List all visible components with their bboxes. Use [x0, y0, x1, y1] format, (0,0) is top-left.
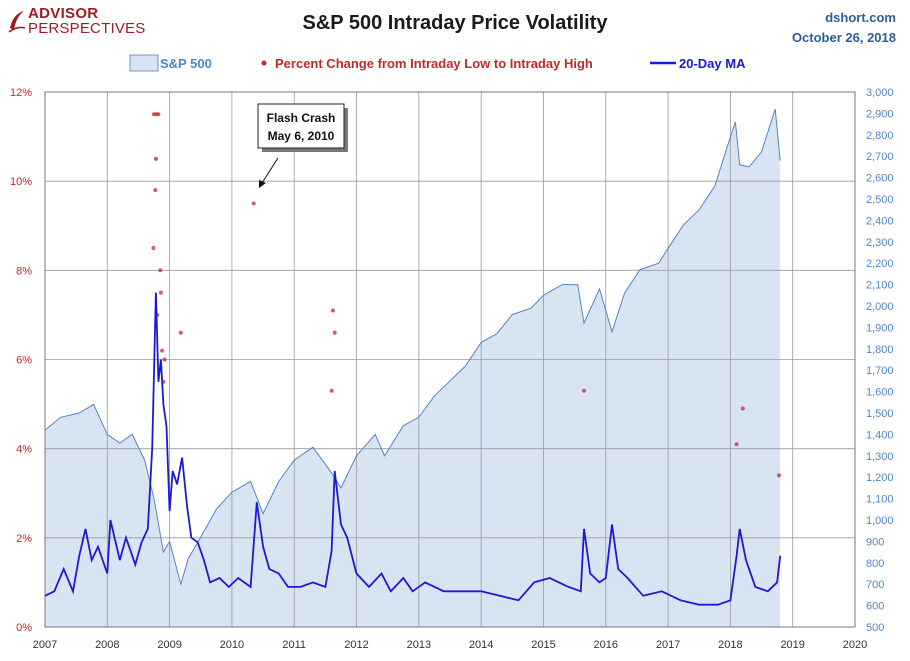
data-point: [330, 308, 335, 313]
y-left-tick-label: 4%: [16, 444, 32, 456]
y-right-tick-label: 2,600: [866, 173, 894, 185]
data-point: [151, 246, 156, 250]
y-right-tick-label: 2,800: [866, 130, 894, 142]
x-tick-label: 2009: [157, 639, 181, 651]
legend-swatch-area: [129, 54, 159, 72]
x-tick-label: 2013: [407, 639, 431, 651]
y-right-tick-label: 700: [866, 579, 884, 591]
x-tick-label: 2007: [33, 639, 57, 651]
data-point: [777, 473, 781, 478]
y-left-tick-label: 0%: [16, 622, 32, 634]
callout-text-line: Flash Crash: [267, 111, 336, 125]
data-point: [582, 388, 586, 393]
x-tick-label: 2015: [531, 639, 555, 651]
data-point: [160, 348, 165, 353]
data-point: [740, 406, 745, 411]
x-tick-label: 2008: [95, 639, 119, 651]
y-right-tick-label: 2,300: [866, 237, 894, 249]
legend-label-ma: 20-Day MA: [679, 56, 746, 71]
data-point: [332, 330, 337, 335]
chart-title: S&P 500 Intraday Price Volatility: [302, 12, 608, 34]
y-left-tick-label: 10%: [10, 176, 32, 188]
y-right-tick-label: 1,600: [866, 387, 894, 399]
y-left-tick-label: 6%: [16, 355, 32, 367]
logo-line1: ADVISOR: [28, 5, 99, 22]
data-point: [251, 201, 256, 206]
data-point: [153, 156, 158, 161]
y-right-tick-label: 1,700: [866, 365, 894, 377]
y-right-tick-label: 2,400: [866, 215, 894, 227]
legend: S&P 500 Percent Change from Intraday Low …: [129, 54, 746, 72]
y-right-tick-label: 3,000: [866, 87, 894, 99]
data-point: [153, 188, 158, 193]
data-point: [158, 268, 163, 273]
y-right-tick-label: 2,900: [866, 108, 894, 120]
y-right-tick-label: 1,900: [866, 322, 894, 334]
y-right-tick-label: 800: [866, 558, 884, 570]
x-tick-label: 2020: [843, 639, 867, 651]
y-right-tick-label: 2,700: [866, 151, 894, 163]
y-right-tick-label: 1,500: [866, 408, 894, 420]
x-tick-label: 2016: [594, 639, 618, 651]
y-right-tick-label: 1,100: [866, 494, 894, 506]
y-right-tick-label: 1,200: [866, 472, 894, 484]
data-point: [156, 112, 161, 117]
source-site: dshort.com: [825, 10, 896, 25]
y-right-tick-label: 2,000: [866, 301, 894, 313]
dots-series: [151, 112, 781, 478]
data-point: [329, 388, 334, 393]
x-tick-label: 2010: [220, 639, 244, 651]
y-right-tick-label: 1,300: [866, 451, 894, 463]
y-left-tick-label: 12%: [10, 87, 32, 99]
x-tick-label: 2019: [780, 639, 804, 651]
callout-box: [257, 103, 345, 149]
y-left-tick-label: 2%: [16, 533, 32, 545]
x-tick-label: 2017: [656, 639, 680, 651]
source-date: October 26, 2018: [791, 30, 896, 45]
legend-swatch-dot: [261, 60, 267, 66]
ma-line: [44, 292, 782, 606]
y-left-tick-label: 8%: [16, 265, 32, 277]
y-right-tick-label: 900: [866, 536, 884, 548]
y-right-tick-label: 500: [866, 622, 884, 634]
callout-text-line: May 6, 2010: [268, 129, 335, 143]
y-right-tick-label: 1,000: [866, 515, 894, 527]
y-right-tick-label: 600: [866, 601, 884, 613]
data-point: [162, 357, 167, 362]
source-block: dshort.com October 26, 2018: [792, 8, 896, 48]
data-point: [734, 442, 739, 447]
y-right-tick-label: 2,100: [866, 280, 894, 292]
logo-line2: PERSPECTIVES: [28, 20, 146, 37]
x-tick-label: 2011: [282, 639, 306, 651]
x-tick-label: 2018: [718, 639, 742, 651]
plot-border: [44, 91, 856, 628]
data-point: [178, 330, 183, 335]
advisor-perspectives-logo: ADVISOR PERSPECTIVES: [8, 6, 145, 37]
sp500-area: [45, 109, 781, 628]
y-right-tick-label: 2,500: [866, 194, 894, 206]
flash-crash-callout: Flash Crash May 6, 2010: [257, 103, 348, 188]
y-right-tick-label: 1,800: [866, 344, 894, 356]
callout-arrow-head: [259, 180, 266, 188]
y-right-tick-label: 1,400: [866, 429, 894, 441]
sp500-line: [44, 108, 781, 587]
y-right-tick-label: 2,200: [866, 258, 894, 270]
legend-label-dots: Percent Change from Intraday Low to Intr…: [275, 56, 593, 71]
logo-swoosh-icon: [8, 11, 26, 33]
legend-label-sp500: S&P 500: [160, 56, 212, 71]
data-point: [158, 290, 163, 295]
callout-arrow-line: [261, 157, 279, 184]
x-tick-label: 2014: [469, 639, 493, 651]
x-tick-label: 2012: [344, 639, 368, 651]
